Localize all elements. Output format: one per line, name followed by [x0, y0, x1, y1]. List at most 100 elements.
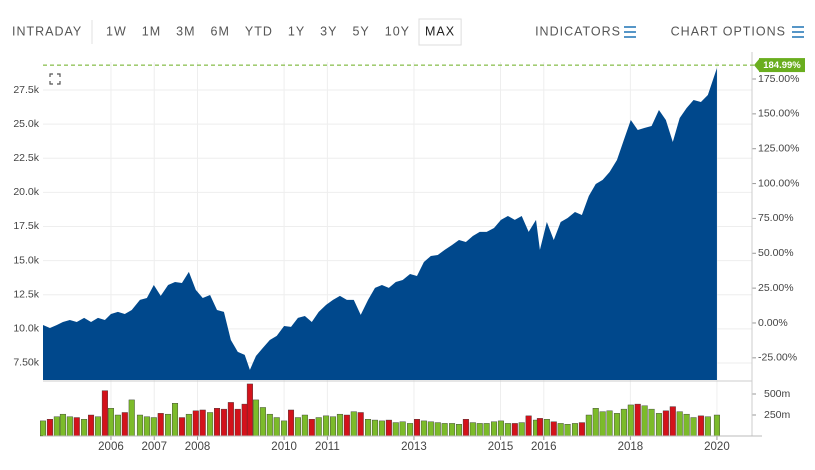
y-tick-label: 12.5k [13, 288, 39, 300]
volume-bar [385, 419, 392, 437]
volume-bar [294, 417, 301, 437]
volume-bar [413, 419, 420, 437]
volume-bar [690, 417, 697, 437]
last-value-box [759, 58, 805, 73]
volume-bar [399, 421, 406, 437]
volume-bar [165, 413, 172, 437]
range-button[interactable]: 3M [176, 24, 195, 38]
volume-bar [336, 413, 343, 437]
y2-tick-label: -25.00% [758, 352, 797, 364]
volume-bar [571, 423, 578, 437]
y-tick-label: 10.0k [13, 323, 39, 335]
volume-bar [476, 423, 483, 437]
x-tick-label: 2006 [98, 441, 124, 453]
volume-bar [143, 416, 150, 437]
volume-bar [392, 422, 399, 437]
volume-bar [511, 423, 518, 437]
volume-bar [185, 413, 192, 437]
volume-bar [455, 424, 462, 437]
volume-bar [178, 417, 185, 437]
x-tick-label: 2013 [401, 441, 427, 453]
price-area [43, 68, 717, 380]
volume-bar [288, 409, 295, 437]
y2-tick-label: 50.00% [758, 247, 794, 259]
volume-bar [592, 408, 599, 437]
volume-bar [259, 407, 266, 437]
y2-tick-label: 175.00% [758, 73, 799, 85]
volume-bar [504, 423, 511, 437]
volume-bar [497, 420, 504, 437]
volume-bar [525, 415, 532, 437]
chart-options-icon[interactable] [792, 26, 804, 38]
volume-bar [192, 410, 199, 437]
range-button[interactable]: YTD [245, 24, 273, 38]
chart-options-button[interactable]: CHART OPTIONS [671, 24, 786, 38]
volume-bar [365, 419, 372, 437]
volume-bar [641, 405, 648, 437]
indicators-icon[interactable] [624, 26, 636, 38]
volume-bar [157, 413, 164, 437]
volume-bar [483, 423, 490, 437]
range-button[interactable]: 6M [211, 24, 230, 38]
range-button[interactable]: 1M [142, 24, 161, 38]
indicators-button[interactable]: INDICATORS [535, 24, 621, 38]
x-tick-label: 2015 [488, 441, 514, 453]
volume-bar [449, 423, 456, 437]
volume-bar [59, 413, 66, 437]
volume-bar [613, 413, 620, 437]
volume-bar [462, 419, 469, 437]
range-button[interactable]: 1W [106, 24, 127, 38]
volume-bar [73, 417, 80, 437]
volume-bar [564, 424, 571, 437]
volume-bar [214, 408, 221, 437]
volume-bar [350, 411, 357, 437]
volume-bar [550, 421, 557, 437]
y-tick-label: 17.5k [13, 220, 39, 232]
y2-tick-label: 125.00% [758, 142, 799, 154]
y-tick-label: 20.0k [13, 186, 39, 198]
volume-bar [323, 415, 330, 437]
volume-bar [378, 420, 385, 437]
range-button[interactable]: 3Y [320, 24, 337, 38]
range-button[interactable]: 5Y [352, 24, 369, 38]
y-tick-label: 25.0k [13, 118, 39, 130]
intraday-button[interactable]: INTRADAY [12, 24, 82, 38]
y-tick-label: 22.5k [13, 152, 39, 164]
volume-bar [518, 422, 525, 437]
volume-bar [536, 418, 543, 437]
x-tick-label: 2016 [531, 441, 557, 453]
y-tick-label: 15.0k [13, 254, 39, 266]
volume-bar [491, 421, 498, 437]
volume-bar [343, 414, 350, 437]
volume-bar [150, 417, 157, 437]
last-value-label: 184.99% [763, 60, 801, 71]
y-tick-label: 27.5k [13, 84, 39, 96]
volume-bar [172, 403, 179, 437]
x-tick-label: 2020 [704, 441, 730, 453]
volume-bar [599, 411, 606, 437]
range-button[interactable]: MAX [425, 24, 455, 38]
volume-bar [88, 414, 95, 437]
volume-bar [620, 408, 627, 437]
range-button[interactable]: 1Y [288, 24, 305, 38]
y2-tick-label: 100.00% [758, 177, 799, 189]
volume-bar [199, 409, 206, 437]
volume-bar [227, 402, 234, 437]
volume-tick-label: 250m [764, 409, 791, 421]
volume-bar [315, 417, 322, 437]
volume-bar [330, 416, 337, 437]
volume-bar [669, 406, 676, 437]
volume-bar [648, 408, 655, 437]
x-tick-label: 2007 [141, 441, 167, 453]
volume-bar [281, 420, 288, 437]
plot-area: 7.50k 10.0k 12.5k 15.0k 17.5k 20.0k 22.5k 25.0k… [13, 52, 805, 453]
volume-bar [469, 422, 476, 437]
volume-bar [46, 419, 53, 437]
volume-bar [606, 410, 613, 437]
volume-bar [697, 415, 704, 437]
range-button[interactable]: 10Y [385, 24, 410, 38]
expand-icon[interactable] [49, 73, 61, 85]
volume-bar [241, 403, 248, 437]
volume-bar [662, 410, 669, 437]
